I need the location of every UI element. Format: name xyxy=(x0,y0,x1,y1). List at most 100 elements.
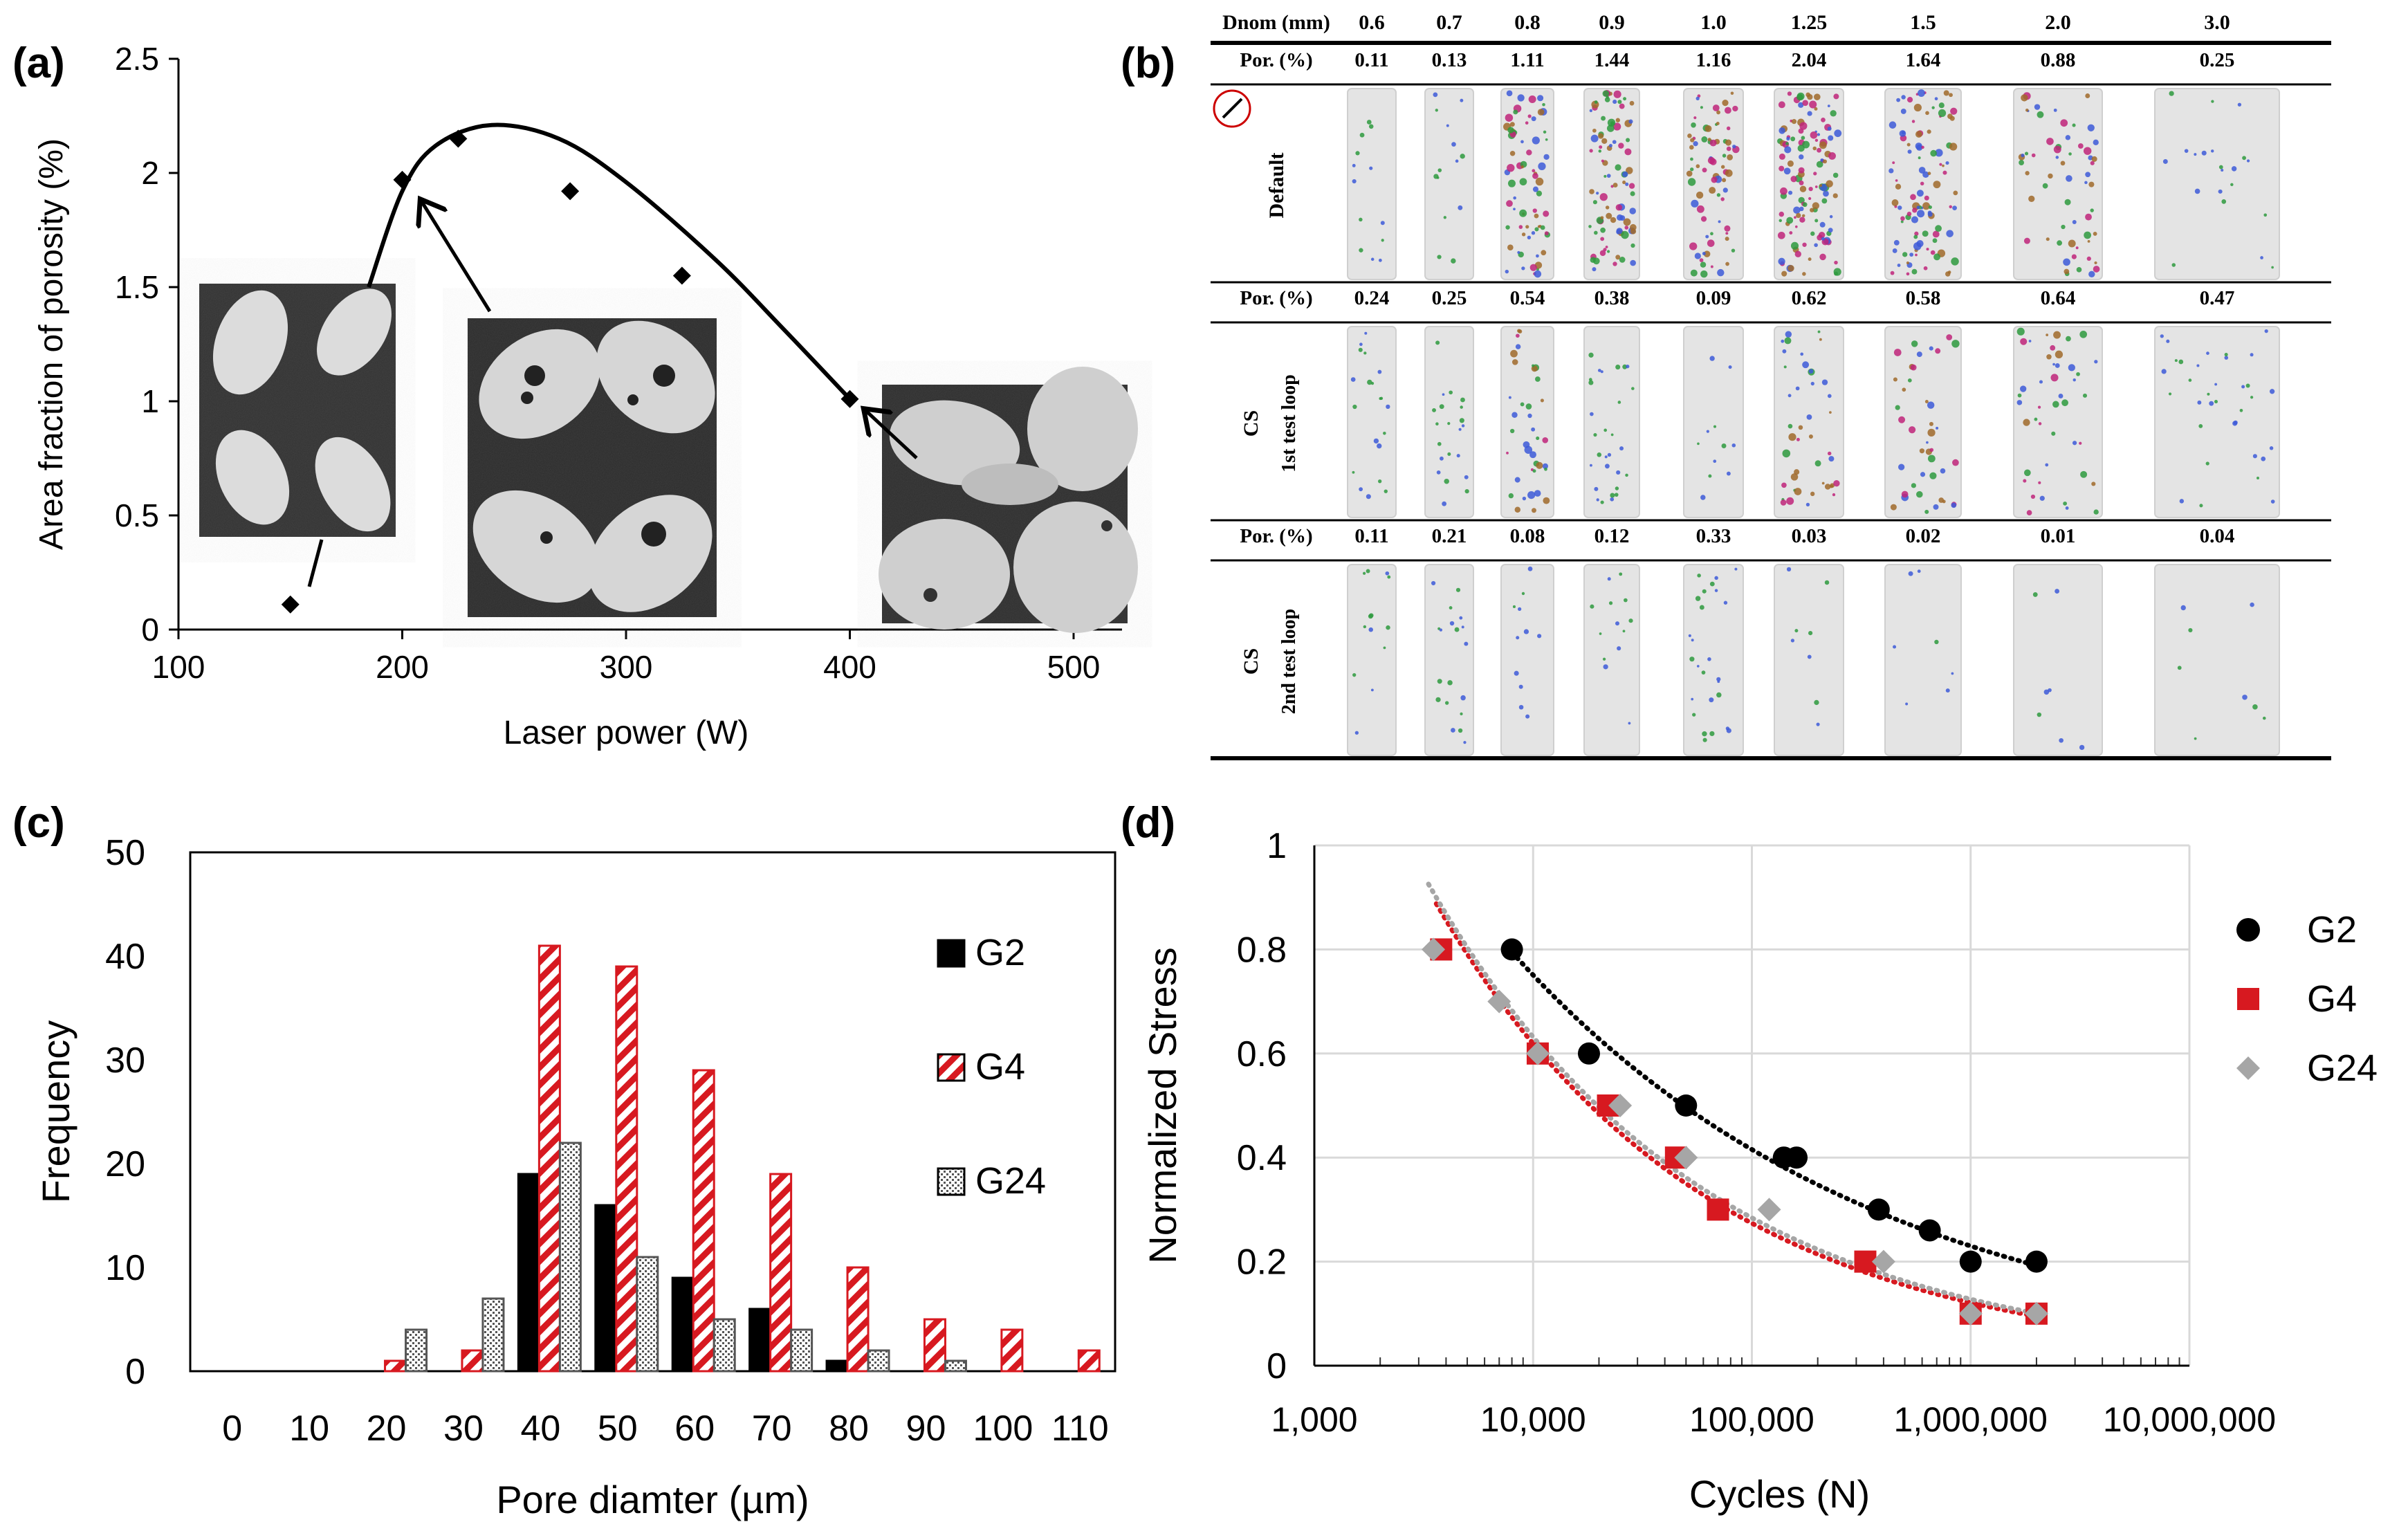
pore-dot xyxy=(1946,230,1954,237)
ct-strut-image xyxy=(2013,88,2103,280)
pore-dot xyxy=(2037,712,2042,717)
pore-dot xyxy=(1606,174,1611,178)
porosity-value: 0.25 xyxy=(2200,49,2235,71)
pore-dot xyxy=(1446,124,1449,127)
pore-dot xyxy=(1352,178,1357,184)
chart-d: 0 0.2 0.4 0.6 0.8 1 1,000 10,000 100,000 1,000,00… xyxy=(1141,826,2378,1516)
panel-label-c: (c) xyxy=(12,799,65,847)
pore-dot xyxy=(1720,165,1725,169)
pore-dot xyxy=(1529,264,1537,271)
pore-dot xyxy=(1951,340,1960,348)
pore-dot xyxy=(1359,217,1363,222)
bar-g24 xyxy=(713,1318,736,1373)
pore-dot xyxy=(2072,123,2076,127)
pore-dot xyxy=(1906,143,1911,147)
pore-dot xyxy=(1511,359,1518,365)
pore-dot xyxy=(1689,145,1694,150)
micrograph-mid-power xyxy=(468,318,717,617)
pore-dot xyxy=(1926,441,1929,444)
pore-dot xyxy=(2038,422,2042,425)
pore-dot xyxy=(2194,737,2197,740)
pore-dot xyxy=(1364,331,1368,335)
pore-dot xyxy=(1827,126,1832,131)
pore-dot xyxy=(2048,688,2052,693)
porosity-value: 1.16 xyxy=(1696,49,1731,71)
pore-dot xyxy=(1612,140,1617,145)
pore-dot xyxy=(2063,258,2070,266)
y-tick-label: 20 xyxy=(105,1144,145,1184)
pore-dot xyxy=(1598,149,1602,153)
pore-dot xyxy=(1790,473,1799,481)
pore-dot xyxy=(1951,672,1954,675)
pore-dot xyxy=(1929,346,1933,351)
pore-dot xyxy=(1709,187,1716,194)
legend-label: G24 xyxy=(975,1160,1046,1202)
pore-dot xyxy=(1939,163,1942,166)
pore-dot xyxy=(1383,431,1386,435)
pore-dot xyxy=(1532,186,1539,192)
pore-dot xyxy=(1691,639,1694,642)
x-tick-label: 70 xyxy=(752,1409,792,1449)
pore-dot xyxy=(1689,657,1695,662)
pore-dot xyxy=(1807,111,1812,116)
porosity-value: 0.08 xyxy=(1510,525,1545,547)
porosity-value: 0.58 xyxy=(1906,287,1941,309)
pore-dot xyxy=(1695,96,1700,101)
y-tick-label: 2.5 xyxy=(115,41,159,77)
pore-dot xyxy=(1897,205,1902,210)
pore-dot xyxy=(1922,230,1929,237)
pore-dot xyxy=(1716,692,1722,698)
pore-dot xyxy=(1915,253,1918,257)
pore-dot xyxy=(1810,491,1815,497)
pore-dot xyxy=(2239,408,2243,412)
pore-dot xyxy=(2188,627,2193,633)
pore-dot xyxy=(1821,379,1828,385)
pore-dot xyxy=(1817,235,1823,241)
pore-dot xyxy=(2064,199,2071,205)
pore-dot xyxy=(1527,235,1532,240)
table-column-header: 0.8 xyxy=(1514,11,1541,34)
pore-dot xyxy=(1711,176,1718,183)
pore-dot xyxy=(1720,197,1725,201)
pore-dot xyxy=(2214,400,2218,404)
pore-dot xyxy=(1699,258,1704,263)
pore-dot xyxy=(1589,149,1593,153)
pore-dot xyxy=(2087,239,2090,243)
pore-dot xyxy=(1623,97,1627,101)
bar-g4 xyxy=(769,1173,793,1373)
pore-dot xyxy=(1381,239,1384,242)
pore-dot xyxy=(1507,127,1514,134)
marker-g2 xyxy=(1867,1198,1890,1221)
pore-dot xyxy=(1383,646,1386,650)
pore-dot xyxy=(1456,454,1460,458)
pore-dot xyxy=(2211,149,2214,153)
pore-dot xyxy=(2068,152,2072,156)
pore-dot xyxy=(1368,627,1373,632)
y-axis-title: Area fraction of porosity (%) xyxy=(33,138,70,550)
pore-dot xyxy=(1464,641,1469,646)
pore-dot xyxy=(1701,136,1708,143)
pore-dot xyxy=(1788,433,1796,441)
pore-dot xyxy=(1619,572,1623,576)
pore-dot xyxy=(1531,116,1536,122)
pore-dot xyxy=(2264,329,2268,333)
pore-dot xyxy=(1808,257,1812,262)
pore-dot xyxy=(1827,451,1832,456)
pore-dot xyxy=(1536,461,1543,469)
pore-dot xyxy=(1798,102,1804,108)
pore-dot xyxy=(1612,122,1621,131)
y-tick-label: 0.2 xyxy=(1237,1243,1287,1283)
pore-dot xyxy=(1699,605,1704,610)
pore-dot xyxy=(1938,497,1945,503)
pore-dot xyxy=(1829,214,1833,219)
pore-dot xyxy=(1437,255,1442,259)
pore-dot xyxy=(1789,231,1793,235)
pore-dot xyxy=(1518,225,1523,229)
pore-dot xyxy=(2032,592,2038,597)
pore-dot xyxy=(1537,634,1542,639)
pore-dot xyxy=(1799,217,1805,223)
pore-dot xyxy=(1949,143,1958,151)
pore-dot xyxy=(1927,455,1936,463)
bar-g4 xyxy=(1077,1349,1101,1373)
pore-dot xyxy=(1924,400,1929,403)
